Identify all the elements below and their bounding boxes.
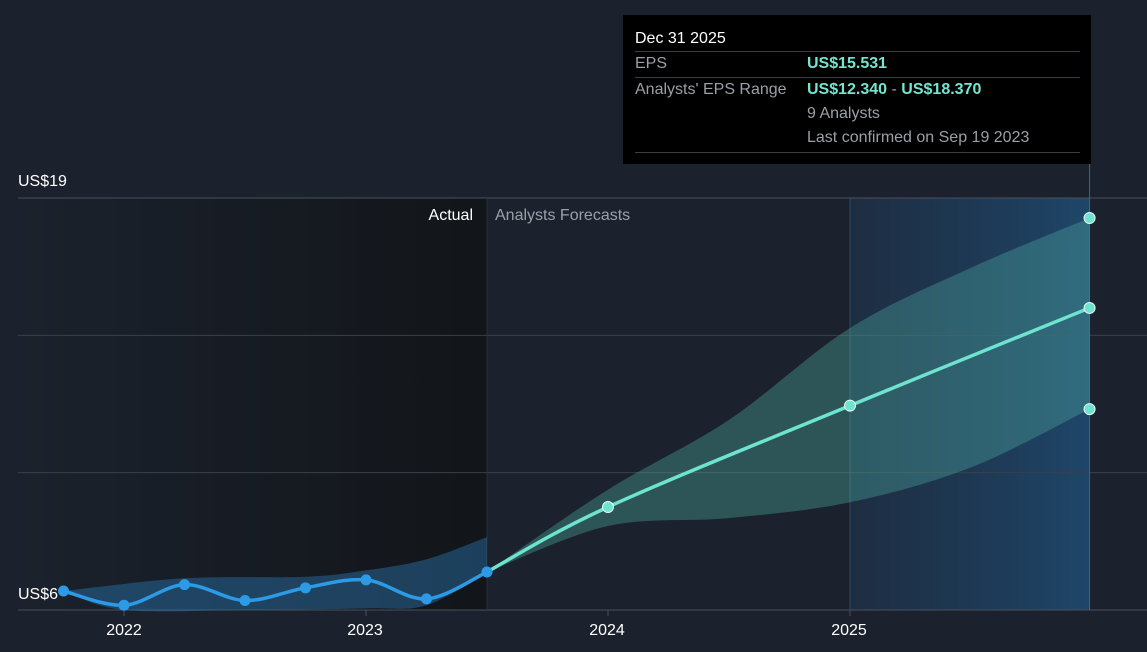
forecast-region-label: Analysts Forecasts (495, 207, 630, 224)
y-axis-max-label: US$19 (18, 173, 67, 190)
tooltip-range-high: US$18.370 (901, 81, 982, 98)
actual-eps-point[interactable] (179, 579, 190, 591)
x-tick-label: 2024 (589, 622, 625, 639)
forecast-eps-line (486, 306, 1091, 574)
tooltip-confirmed-date: Last confirmed on Sep 19 2023 (635, 126, 1080, 153)
tooltip-eps-value: US$15.531 (807, 55, 888, 72)
tooltip-eps-row: EPS US$15.531 (635, 52, 1080, 78)
actual-eps-point[interactable] (360, 574, 372, 586)
x-tick-label: 2023 (347, 622, 383, 639)
forecast-range-point[interactable] (1083, 403, 1096, 416)
forecast-eps-point[interactable] (602, 501, 614, 513)
tooltip-range-separator: - (891, 81, 897, 98)
actual-eps-point[interactable] (58, 585, 69, 597)
tooltip-range-row: Analysts' EPS Range US$12.340 - US$18.37… (635, 78, 1080, 102)
forecast-eps-point[interactable] (844, 399, 856, 412)
tooltip-analyst-count: 9 Analysts (807, 105, 880, 122)
tooltip-date: Dec 31 2025 (635, 27, 1080, 52)
forecast-range-point[interactable] (1083, 211, 1096, 224)
x-tick-label: 2025 (831, 622, 867, 639)
actual-region-label: Actual (429, 207, 473, 224)
forecast-range-band (487, 217, 1090, 572)
forecast-eps-point[interactable] (1083, 301, 1096, 314)
tooltip-eps-label: EPS (635, 55, 668, 72)
actual-eps-point[interactable] (239, 594, 251, 606)
y-axis-min-label: US$6 (18, 586, 58, 603)
actual-eps-point[interactable] (118, 599, 130, 611)
x-tick-label: 2022 (106, 622, 142, 639)
actual-range-band (63, 537, 487, 612)
actual-region-background (18, 198, 487, 610)
actual-eps-point[interactable] (421, 593, 432, 605)
highlight-region (850, 198, 1090, 610)
tooltip-range-low: US$12.340 (807, 81, 888, 98)
actual-eps-point[interactable] (481, 566, 493, 578)
actual-eps-point[interactable] (300, 582, 311, 594)
tooltip-range-label: Analysts' EPS Range (635, 81, 787, 98)
data-tooltip: Dec 31 2025 EPS US$15.531 Analysts' EPS … (623, 15, 1091, 164)
